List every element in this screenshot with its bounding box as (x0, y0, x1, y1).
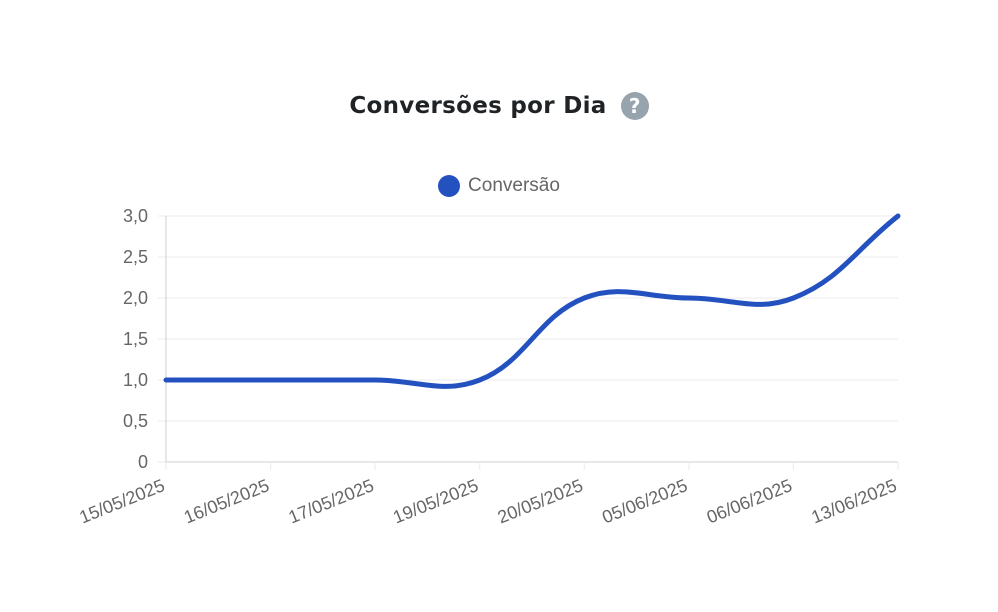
x-tick-label: 19/05/2025 (390, 475, 481, 527)
legend-label: Conversão (468, 175, 560, 196)
x-tick-label: 05/06/2025 (599, 475, 690, 527)
y-tick-label: 3,0 (123, 206, 148, 226)
x-tick-label: 15/05/2025 (76, 475, 167, 527)
y-tick-label: 0,5 (123, 411, 148, 431)
x-tick-label: 17/05/2025 (286, 475, 377, 527)
y-tick-label: 2,0 (123, 288, 148, 308)
series-line-conversao (163, 213, 901, 389)
chart-header: Conversões por Dia ? (0, 92, 998, 120)
x-tick-label: 13/06/2025 (808, 475, 899, 527)
legend[interactable]: Conversão (0, 175, 998, 197)
chart-title: Conversões por Dia (349, 93, 607, 119)
x-tick-label: 16/05/2025 (181, 475, 272, 527)
y-tick-label: 1,5 (123, 329, 148, 349)
y-tick-label: 1,0 (123, 370, 148, 390)
help-icon[interactable]: ? (620, 92, 649, 120)
y-tick-label: 2,5 (123, 247, 148, 267)
x-tick-label: 06/06/2025 (704, 475, 795, 527)
x-tick-label: 20/05/2025 (495, 475, 586, 527)
legend-marker (438, 175, 461, 197)
y-tick-label: 0 (138, 452, 148, 472)
